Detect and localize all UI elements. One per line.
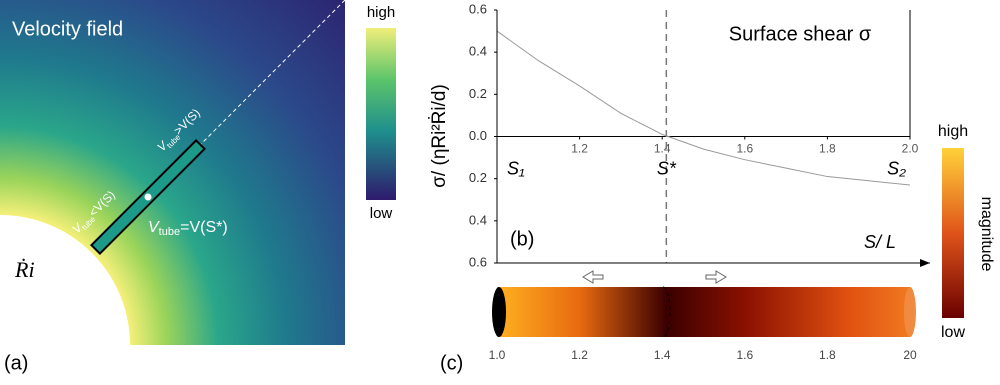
panel-label: (c) — [440, 352, 463, 374]
tube-end — [492, 287, 506, 337]
y-tick-label: 0.2 — [469, 170, 487, 185]
y-tick-label: 0.4 — [469, 44, 487, 59]
arrow — [582, 270, 604, 284]
x-tick-label: 2.0 — [902, 142, 919, 156]
colorbar-label: low — [941, 324, 965, 341]
y-tick-label: 0.6 — [469, 1, 487, 16]
x-tick-label: 1.0 — [489, 348, 506, 362]
annotation: Vtube=V(S*) — [148, 219, 228, 238]
bubble — [0, 215, 130, 345]
colorbar-title: magnitude — [978, 197, 995, 272]
marker-label: S₁ — [507, 158, 525, 178]
y-tick-label: 0.6 — [469, 254, 487, 269]
tube-end — [904, 287, 916, 337]
panel-title: Surface shear σ — [729, 23, 872, 45]
x-tick-label: 1.6 — [736, 348, 753, 362]
marker-label: S₂ — [887, 158, 906, 178]
tube — [497, 287, 910, 337]
arrow — [705, 270, 727, 284]
panel-b: 0.6 0.4 0.2 0.0 0.2 0.4 0.6 1.2 1.4 1.6 1.8 2.0 S₁ S*… — [469, 1, 919, 269]
tube-rect — [90, 139, 206, 255]
panel-c: 1.0 1.2 1.4 1.6 1.8 20 — [489, 348, 917, 362]
x-tick-label: 1.4 — [654, 348, 671, 362]
x-tick-label: 1.6 — [736, 142, 753, 156]
arrow — [920, 259, 930, 267]
panel-title: Velocity field — [12, 18, 123, 40]
colorbar-label: high — [938, 123, 968, 140]
annotation-rest: =V(S*) — [180, 219, 228, 236]
x-tick-label: 1.8 — [819, 348, 836, 362]
y-axis-label: σ/ (ηRi²Ṙi/d) — [429, 84, 450, 188]
annotation-main: V — [148, 219, 160, 236]
colorbar — [366, 28, 396, 200]
y-tick-label: 0.4 — [469, 212, 487, 227]
y-tick-label: 0.2 — [469, 86, 487, 101]
annotation-sub: tube — [159, 226, 180, 238]
x-axis-label: S/ L — [864, 232, 896, 252]
colorbar-label: low — [370, 205, 393, 222]
marker-label: S* — [657, 158, 677, 178]
radius-label: Ṙi — [14, 257, 35, 282]
colorbar-label: high — [367, 4, 395, 21]
x-tick-label: 1.2 — [571, 142, 588, 156]
y-tick-label: 0.0 — [469, 128, 487, 143]
panel-label: (a) — [4, 352, 28, 374]
x-tick-label: 1.4 — [654, 142, 671, 156]
tube-mark — [662, 286, 671, 338]
x-tick-label: 20 — [903, 348, 917, 362]
panel-label: (b) — [510, 228, 534, 250]
x-tick-label: 1.8 — [819, 142, 836, 156]
colorbar — [942, 148, 964, 318]
x-tick-label: 1.2 — [571, 348, 588, 362]
curve — [496, 30, 911, 186]
